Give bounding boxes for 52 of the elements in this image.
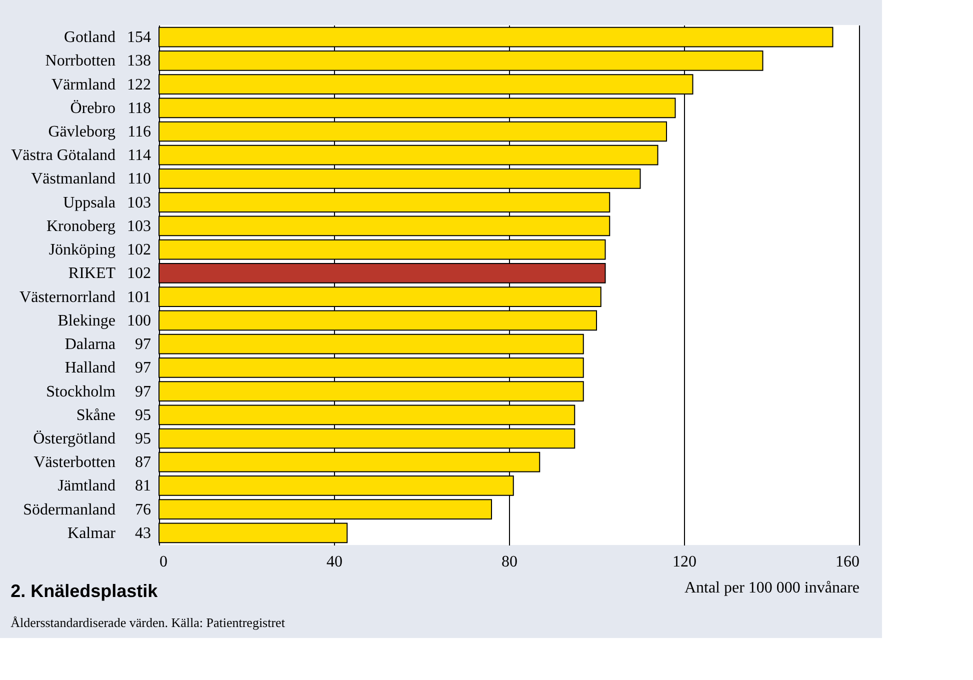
y-tick-label: Blekinge <box>58 312 116 330</box>
y-tick-label: Halland <box>64 360 116 377</box>
y-tick-label: Värmland <box>52 76 116 94</box>
y-tick-label: Jämtland <box>58 478 116 495</box>
x-tick-label: 0 <box>160 554 168 570</box>
data-label: 95 <box>135 430 151 448</box>
data-label: 100 <box>127 312 151 330</box>
data-label: 76 <box>135 501 151 518</box>
data-label: 101 <box>127 288 151 306</box>
data-label: 122 <box>127 76 151 94</box>
data-label: 97 <box>135 360 151 377</box>
y-tick-label: Västernorrland <box>20 288 116 306</box>
y-tick-label: Östergötland <box>33 430 116 448</box>
y-tick-label: Västerbotten <box>34 454 116 472</box>
data-label: 87 <box>135 454 151 472</box>
y-tick-label: Dalarna <box>64 336 116 354</box>
y-tick-label: Västmanland <box>31 170 116 188</box>
data-label: 118 <box>128 100 151 117</box>
y-tick-label: Södermanland <box>23 501 116 518</box>
x-tick-label: 160 <box>836 554 860 570</box>
data-label: 97 <box>135 336 151 354</box>
y-tick-label: RIKET <box>68 265 116 282</box>
x-tick-label: 120 <box>672 554 696 570</box>
data-label: 97 <box>135 383 151 400</box>
data-label: 116 <box>128 124 151 141</box>
data-label: 103 <box>127 194 151 212</box>
y-tick-label: Gävleborg <box>48 124 116 141</box>
x-tick-label: 80 <box>502 554 518 570</box>
y-tick-label: Kronoberg <box>46 218 116 235</box>
y-tick-label: Jönköping <box>48 242 116 259</box>
text: 2. Knäledsplastik <box>10 581 159 601</box>
y-tick-label: Uppsala <box>63 194 116 212</box>
y-tick-label: Gotland <box>64 29 116 46</box>
data-label: 103 <box>127 218 151 235</box>
y-tick-label: Kalmar <box>68 524 116 542</box>
data-label: 43 <box>135 524 151 542</box>
data-label: 95 <box>135 406 151 424</box>
data-label: 102 <box>127 265 151 282</box>
data-label: 114 <box>128 147 151 164</box>
data-label: 154 <box>127 29 151 46</box>
data-label: 102 <box>127 242 151 259</box>
data-label: 81 <box>135 478 151 495</box>
y-tick-label: Stockholm <box>46 383 116 400</box>
y-tick-label: Norrbotten <box>45 52 116 70</box>
y-tick-label: Västra Götaland <box>11 147 116 164</box>
y-tick-label: Örebro <box>70 100 116 117</box>
y-tick-label: Skåne <box>76 406 116 424</box>
text: Åldersstandardiserade värden. Källa: Patientregistret <box>10 615 286 630</box>
data-label: 110 <box>128 170 151 188</box>
x-axis-title: Antal per 100 000 invånare <box>684 580 860 596</box>
x-tick-label: 40 <box>326 554 342 570</box>
data-label: 138 <box>127 52 151 70</box>
